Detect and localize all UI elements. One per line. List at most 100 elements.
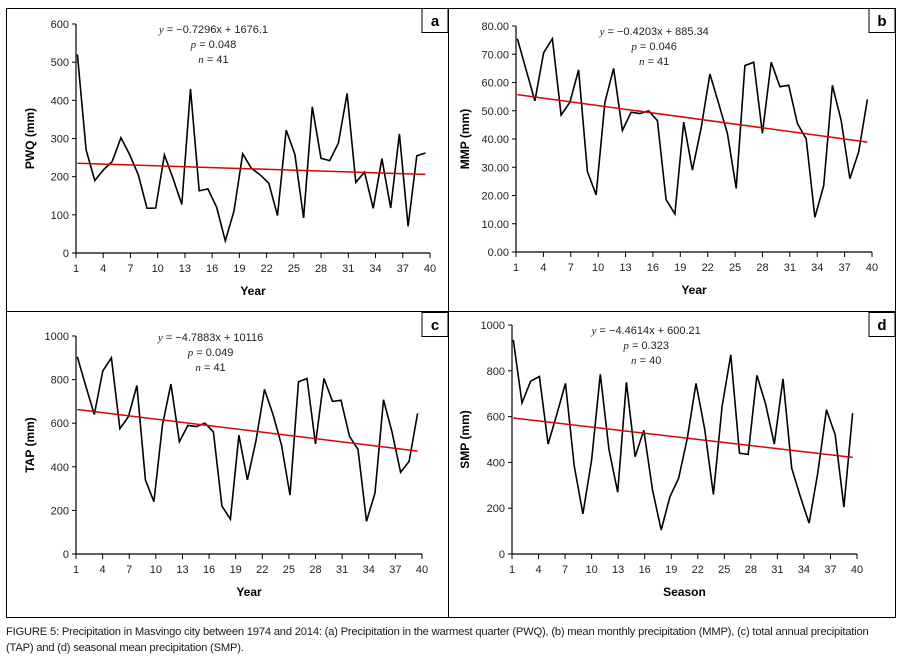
x-tick-label: 19 [233,263,245,275]
x-tick-label: 7 [127,263,133,275]
p-value: p = 0.323 [622,340,669,352]
x-tick-label: 4 [100,564,106,576]
x-tick-label: 31 [336,564,348,576]
y-tick-label: 800 [51,375,69,387]
x-tick-label: 7 [568,262,574,274]
y-tick-label: 0 [63,248,69,260]
y-tick-label: 200 [51,505,69,517]
y-tick-label: 40.00 [481,134,509,146]
x-tick-label: 31 [342,263,354,275]
y-tick-label: 200 [487,503,505,515]
y-tick-label: 400 [51,462,69,474]
y-tick-label: 1000 [481,320,505,332]
panel-b: b 0.00 10.00 20.00 30.00 40.00 50.00 60.00 70.00… [449,8,896,312]
data-series-line [516,36,869,218]
x-axis-label: Season [663,585,706,599]
x-tick-label: 16 [639,564,651,576]
x-tick-label: 16 [206,263,218,275]
p-value: p = 0.049 [187,347,234,359]
x-tick-label: 13 [176,564,188,576]
x-tick-label: 10 [592,262,604,274]
y-tick-label: 60.00 [481,78,509,90]
x-tick-label: 40 [851,564,863,576]
y-axis-label: SMP (mm) [458,410,472,468]
trend-line [517,93,868,143]
x-tick-label: 34 [811,262,823,274]
data-series-line [512,339,854,531]
y-tick-label: 600 [51,19,69,31]
x-tick-label: 40 [866,262,878,274]
y-tick-label: 800 [487,366,505,378]
y-tick-label: 300 [51,134,69,146]
panel-label-box [421,8,449,33]
trend-line [513,417,853,459]
y-tick-label: 100 [51,210,69,222]
x-tick-label: 40 [424,263,436,275]
x-tick-label: 7 [562,564,568,576]
y-axis-label: PWQ (mm) [23,108,37,169]
regression-equation: y = −0.4203x + 885.34 [599,26,709,38]
x-axis-label: Year [236,585,262,599]
x-tick-label: 10 [150,564,162,576]
n-value: n = 41 [198,54,228,66]
panel-d: d 0 200 400 600 800 1000 1 4 7 10 13 16 19 22 25 28 31 34 3… [449,312,896,618]
n-value: n = 40 [631,355,661,367]
x-tick-label: 22 [702,262,714,274]
y-tick-label: 50.00 [481,106,509,118]
x-tick-label: 1 [509,564,515,576]
y-tick-label: 0 [63,549,69,561]
x-tick-label: 4 [535,564,541,576]
x-tick-label: 19 [665,564,677,576]
y-tick-label: 30.00 [481,162,509,174]
y-axis-label: MMP (mm) [458,109,472,169]
n-value: n = 41 [639,56,669,68]
y-tick-label: 0 [499,549,505,561]
x-tick-label: 37 [397,263,409,275]
x-tick-label: 34 [363,564,375,576]
x-axis-label: Year [240,284,266,298]
x-tick-label: 10 [152,263,164,275]
x-tick-label: 34 [369,263,381,275]
x-tick-label: 28 [315,263,327,275]
panel-a: a 0 100 200 300 400 500 600 1 4 7 10 13 16 19 22 25 28 31 3… [6,8,449,312]
y-axis-label: TAP (mm) [23,417,37,473]
caption-label: FIGURE 5: [6,626,59,638]
data-series-line [76,355,419,522]
x-tick-label: 1 [73,263,79,275]
regression-equation: y = −0.7296x + 1676.1 [158,24,268,36]
panel-label: b [877,13,886,30]
x-tick-label: 19 [230,564,242,576]
x-tick-label: 37 [389,564,401,576]
x-tick-label: 4 [100,263,106,275]
x-tick-label: 13 [619,262,631,274]
x-tick-label: 16 [203,564,215,576]
p-value: p = 0.048 [190,39,237,51]
y-tick-label: 400 [487,457,505,469]
panel-label-box [868,312,896,337]
y-tick-label: 200 [51,172,69,184]
x-tick-label: 1 [513,262,519,274]
n-value: n = 41 [195,362,225,374]
figure-caption: FIGURE 5: Precipitation in Masvingo city… [6,624,896,656]
x-tick-label: 4 [540,262,546,274]
x-tick-label: 25 [718,564,730,576]
chart-mmp: b 0.00 10.00 20.00 30.00 40.00 50.00 60.00 70.00… [449,8,896,312]
x-tick-label: 25 [729,262,741,274]
p-value: p = 0.046 [630,41,677,53]
regression-equation: y = −4.7883x + 10116 [157,332,263,344]
trend-line [77,408,418,452]
y-tick-label: 600 [487,412,505,424]
panel-label-box [421,312,449,337]
x-tick-label: 1 [73,564,79,576]
x-tick-label: 31 [784,262,796,274]
panel-label: a [431,13,440,30]
x-tick-label: 19 [674,262,686,274]
y-tick-label: 1000 [45,331,69,343]
x-tick-label: 28 [756,262,768,274]
panel-c: c 0 200 400 600 800 1000 1 4 7 10 13 16 19 22 25 28 31 34 3… [6,312,449,618]
data-series-line [76,54,426,244]
x-tick-label: 25 [288,263,300,275]
panel-label-box [868,8,896,33]
x-tick-label: 22 [260,263,272,275]
caption-text: Precipitation in Masvingo city between 1… [6,626,869,654]
